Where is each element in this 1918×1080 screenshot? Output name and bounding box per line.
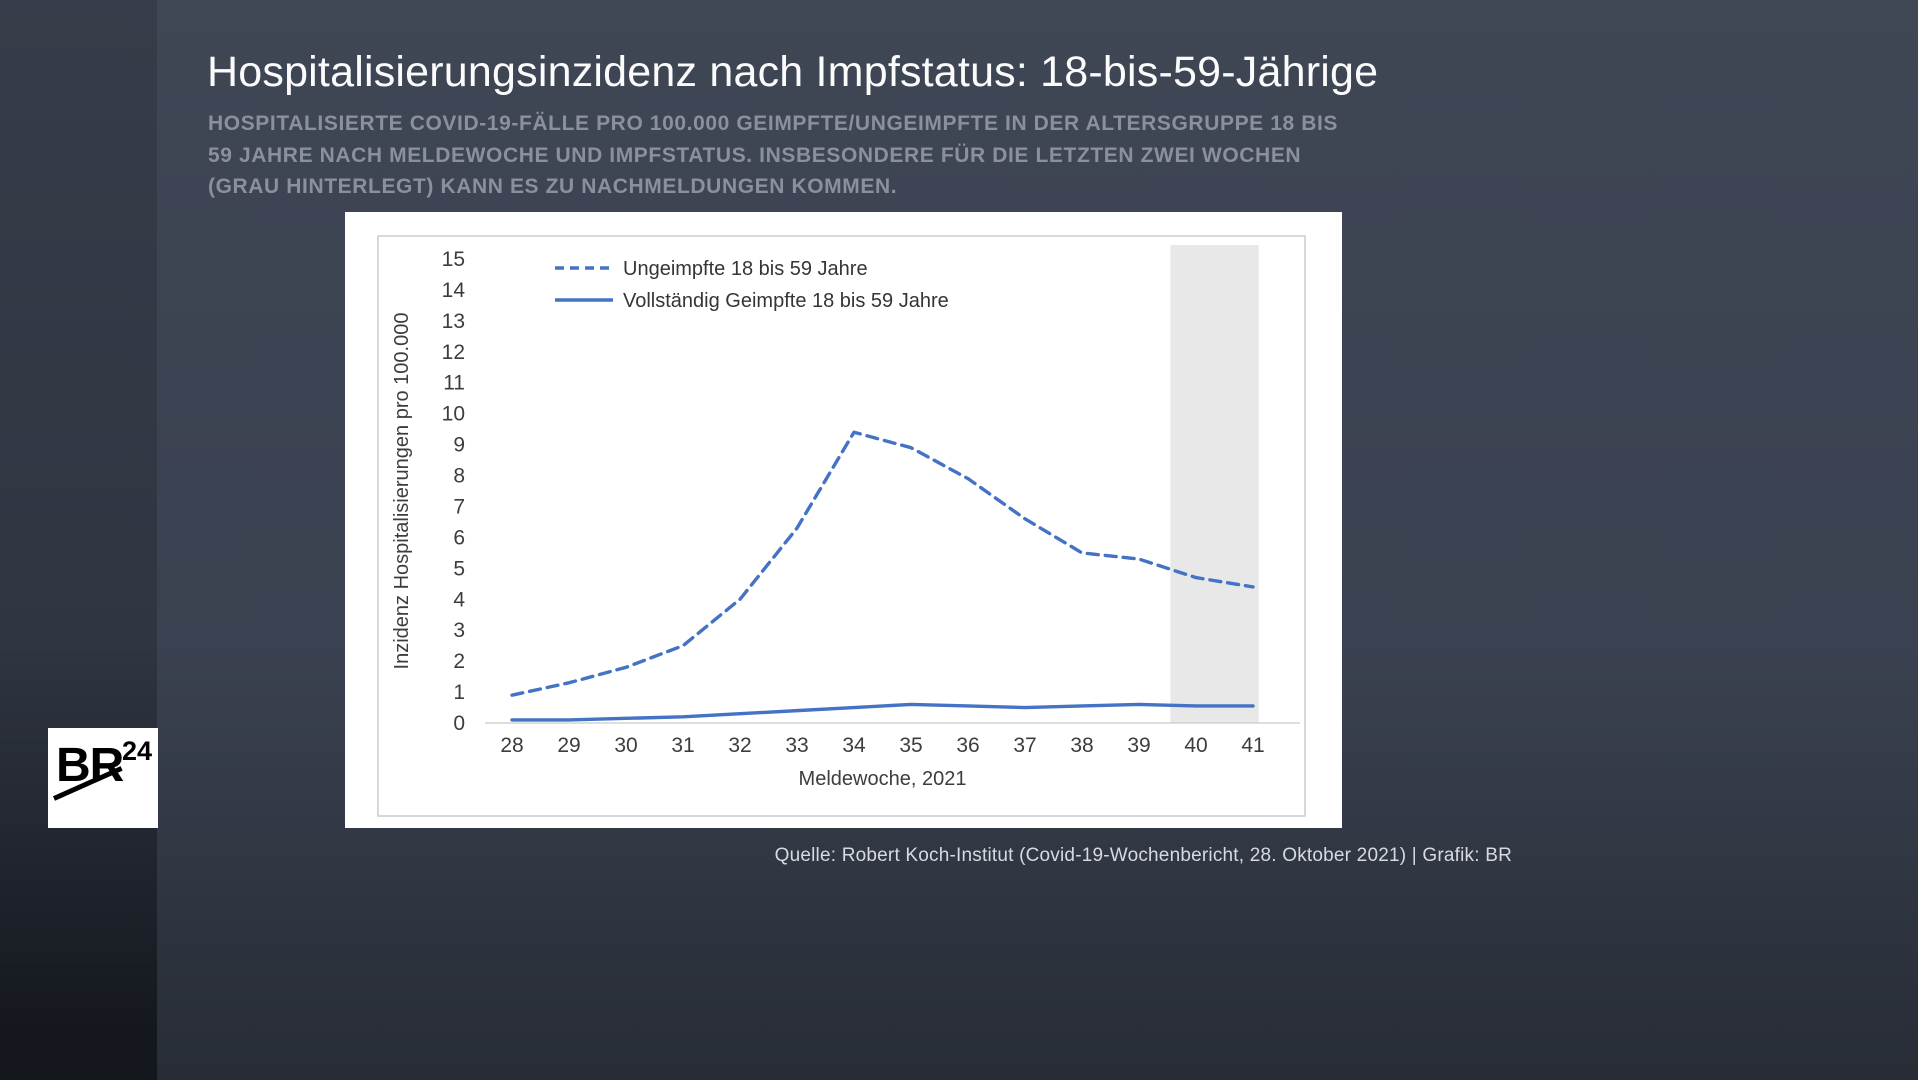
x-tick-label: 38 (1070, 734, 1093, 757)
y-tick-label: 10 (442, 403, 465, 426)
x-tick-label: 29 (557, 734, 580, 757)
x-tick-label: 37 (1013, 734, 1036, 757)
left-accent-strip (0, 0, 157, 1080)
y-tick-label: 6 (453, 526, 465, 549)
y-tick-label: 14 (442, 279, 466, 302)
highlight-band (1170, 245, 1259, 723)
x-tick-label: 30 (614, 734, 637, 757)
x-tick-label: 39 (1127, 734, 1150, 757)
series-line-solid (510, 702, 1255, 722)
y-tick-label: 15 (442, 248, 465, 271)
x-tick-label: 34 (842, 734, 866, 757)
subtitle-line-3: (GRAU HINTERLEGT) KANN ES ZU NACHMELDUNG… (208, 175, 898, 198)
br24-logo: BR 24 (48, 728, 158, 828)
y-tick-label: 0 (453, 712, 465, 735)
page-title: Hospitalisierungsinzidenz nach Impfstatu… (207, 48, 1379, 96)
x-tick-label: 31 (671, 734, 694, 757)
x-tick-label: 33 (785, 734, 808, 757)
x-tick-label: 32 (728, 734, 751, 757)
source-credit: Quelle: Robert Koch-Institut (Covid-19-W… (774, 845, 1512, 866)
logo-superscript: 24 (122, 736, 153, 766)
x-tick-label: 36 (956, 734, 979, 757)
y-tick-label: 8 (453, 465, 465, 488)
legend-label: Vollständig Geimpfte 18 bis 59 Jahre (623, 290, 949, 312)
y-tick-label: 1 (453, 681, 465, 704)
y-tick-label: 13 (442, 310, 465, 333)
y-tick-label: 3 (453, 619, 465, 642)
page-subtitle: HOSPITALISIERTE COVID-19-FÄLLE PRO 100.0… (208, 108, 1508, 203)
series-line-dashed (510, 430, 1255, 697)
y-tick-label: 9 (453, 434, 465, 457)
x-tick-label: 28 (500, 734, 523, 757)
subtitle-line-2: 59 JAHRE NACH MELDEWOCHE UND IMPFSTATUS.… (208, 143, 1302, 167)
y-axis-title: Inzidenz Hospitalisierungen pro 100.000 (391, 313, 413, 670)
y-tick-label: 5 (453, 557, 465, 580)
y-tick-label: 11 (443, 372, 465, 395)
x-tick-label: 40 (1184, 734, 1207, 757)
x-tick-label: 35 (899, 734, 922, 757)
y-tick-label: 4 (453, 588, 465, 611)
x-tick-label: 41 (1241, 734, 1264, 757)
y-tick-label: 7 (453, 495, 465, 518)
y-tick-label: 2 (453, 650, 465, 673)
x-axis-title: Meldewoche, 2021 (799, 768, 967, 790)
legend-label: Ungeimpfte 18 bis 59 Jahre (623, 258, 868, 280)
y-tick-label: 12 (442, 341, 465, 364)
chart-panel: 0 1 2 3 4 5 6 7 8 9 10 11 12 13 14 15 28 29 30 31 32 33 34 35 36… (345, 212, 1342, 828)
plot-frame (377, 235, 1306, 817)
subtitle-line-1: HOSPITALISIERTE COVID-19-FÄLLE PRO 100.0… (208, 112, 1339, 135)
